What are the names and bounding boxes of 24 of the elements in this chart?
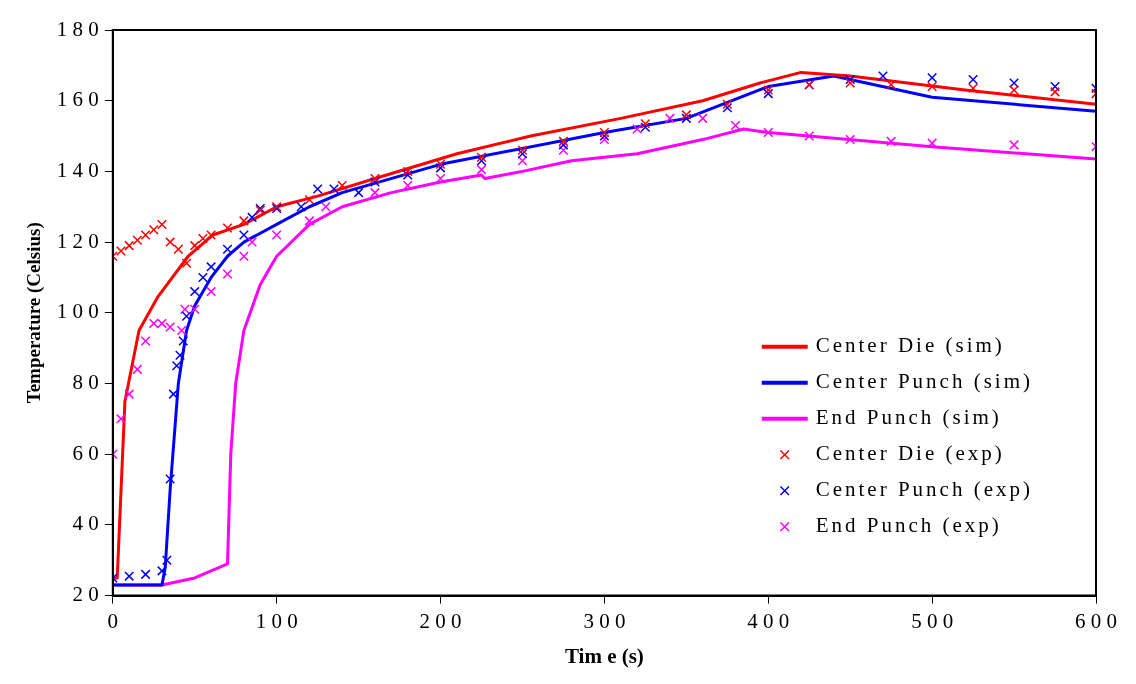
y-tick-label: 1 2 0 <box>56 228 99 253</box>
y-tick-label: 2 0 <box>72 582 99 607</box>
legend-label: Center Punch (exp) <box>815 477 1034 502</box>
x-tick-label: 1 0 0 <box>255 608 298 633</box>
legend-label: End Punch (exp) <box>815 513 1002 538</box>
x-tick-label: 0 <box>107 608 119 633</box>
y-axis-title: Temperature (Celsius) <box>23 222 46 404</box>
legend-label: Center Punch (sim) <box>815 369 1034 394</box>
y-tick-label: 6 0 <box>72 440 99 465</box>
y-tick-label: 1 4 0 <box>56 157 99 182</box>
x-tick-label: 5 0 0 <box>911 608 954 633</box>
x-tick-label: 3 0 0 <box>583 608 626 633</box>
y-tick-label: 4 0 <box>72 511 99 536</box>
x-tick-label: 6 0 0 <box>1075 608 1117 633</box>
x-tick-label: 2 0 0 <box>419 608 462 633</box>
legend-label: End Punch (sim) <box>815 405 1002 430</box>
legend-label: Center Die (sim) <box>815 333 1005 358</box>
y-tick-label: 1 0 0 <box>56 299 99 324</box>
x-tick-label: 4 0 0 <box>747 608 790 633</box>
y-tick-label: 1 8 0 <box>56 16 99 41</box>
y-tick-label: 1 6 0 <box>56 87 99 112</box>
y-tick-label: 8 0 <box>72 370 99 395</box>
legend-label: Center Die (exp) <box>815 441 1005 466</box>
x-axis-title: Tim e (s) <box>564 643 644 668</box>
